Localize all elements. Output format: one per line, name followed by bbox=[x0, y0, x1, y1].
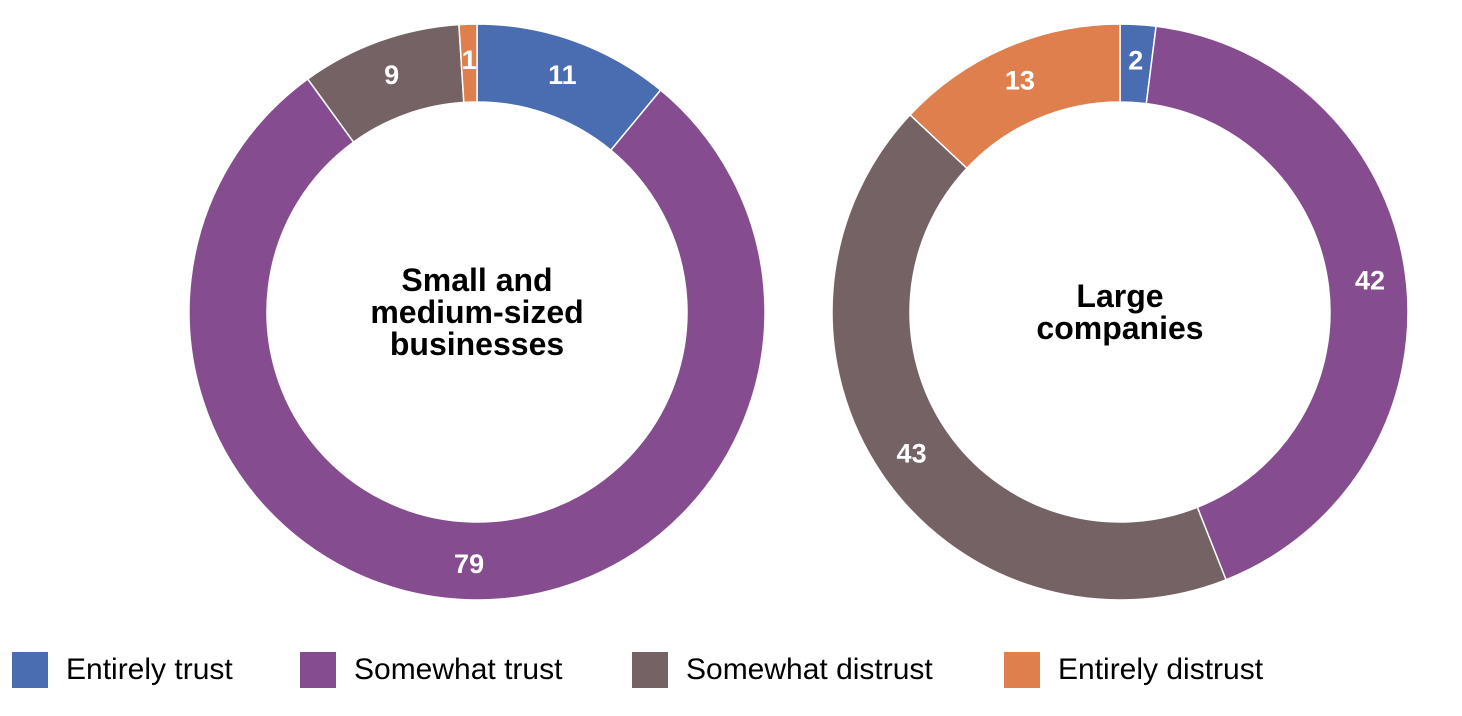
chart-title-line: Small and bbox=[401, 262, 552, 298]
legend-swatch-entirely-distrust bbox=[1004, 652, 1040, 688]
legend-swatch-somewhat-trust bbox=[300, 652, 336, 688]
chart-title-line: Large bbox=[1076, 278, 1163, 314]
data-label-somewhat-trust: 42 bbox=[1355, 265, 1385, 295]
chart-title-line: companies bbox=[1036, 310, 1203, 346]
data-label-somewhat-distrust: 43 bbox=[897, 439, 927, 469]
slice-entirely-distrust bbox=[908, 23, 1121, 170]
slice-somewhat-distrust bbox=[831, 113, 1227, 601]
legend-label-somewhat-distrust: Somewhat distrust bbox=[686, 653, 933, 686]
chart-title-line: medium-sized bbox=[370, 294, 583, 330]
data-label-somewhat-distrust: 9 bbox=[384, 60, 399, 90]
slice-entirely-distrust bbox=[458, 23, 478, 104]
legend-label-entirely-trust: Entirely trust bbox=[66, 653, 233, 686]
slice-somewhat-trust bbox=[188, 77, 766, 601]
legend: Entirely trust Somewhat trust Somewhat d… bbox=[12, 650, 1452, 690]
legend-item-somewhat-distrust: Somewhat distrust bbox=[632, 650, 933, 690]
legend-swatch-somewhat-distrust bbox=[632, 652, 668, 688]
data-label-entirely-trust: 11 bbox=[548, 60, 577, 90]
data-label-entirely-distrust: 13 bbox=[1005, 66, 1035, 96]
data-label-somewhat-trust: 79 bbox=[454, 549, 484, 579]
chart-title-line: businesses bbox=[390, 326, 564, 362]
legend-item-entirely-distrust: Entirely distrust bbox=[1004, 650, 1263, 690]
legend-item-entirely-trust: Entirely trust bbox=[12, 650, 233, 690]
slice-somewhat-trust bbox=[1145, 25, 1409, 581]
legend-label-entirely-distrust: Entirely distrust bbox=[1058, 653, 1264, 686]
legend-item-somewhat-trust: Somewhat trust bbox=[300, 650, 562, 690]
data-label-entirely-trust: 2 bbox=[1128, 45, 1143, 75]
data-label-entirely-distrust: 1 bbox=[462, 45, 477, 75]
legend-label-somewhat-trust: Somewhat trust bbox=[354, 653, 563, 686]
legend-swatch-entirely-trust bbox=[12, 652, 48, 688]
